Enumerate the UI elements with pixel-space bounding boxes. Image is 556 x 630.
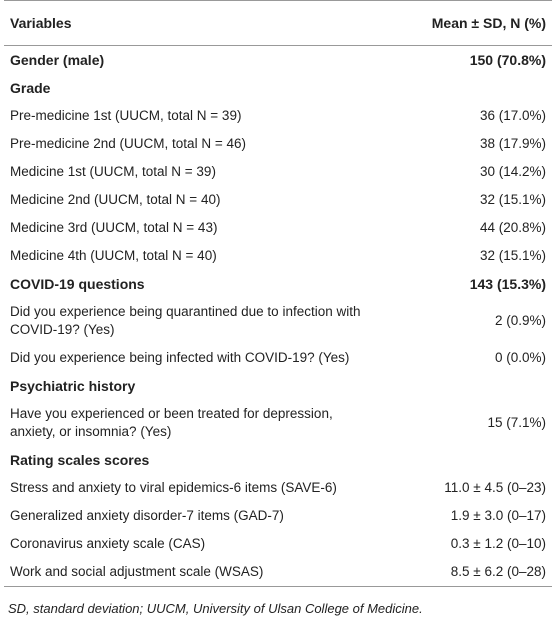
table-cell: 150 (70.8%)	[469, 52, 546, 68]
table-cell: COVID-19 questions	[10, 276, 145, 292]
table-row: Medicine 3rd (UUCM, total N = 43) 44 (20.…	[4, 214, 552, 242]
table-row: Pre-medicine 1st (UUCM, total N = 39) 36 …	[4, 102, 552, 130]
table-row: Pre-medicine 2nd (UUCM, total N = 46) 38 …	[4, 130, 552, 158]
header-row: Variables Mean ± SD, N (%)	[4, 0, 552, 46]
table-cell: Rating scales scores	[10, 452, 150, 468]
footnote: SD, standard deviation; UUCM, University…	[8, 601, 423, 616]
table-row: Medicine 1st (UUCM, total N = 39) 30 (14.…	[4, 158, 552, 186]
header-cell: Mean ± SD, N (%)	[386, 0, 552, 46]
table-row: Rating scales scores	[4, 446, 552, 474]
table-cell: 36 (17.0%)	[479, 108, 546, 123]
page: Variables Mean ± SD, N (%) Gender (male)…	[4, 0, 552, 616]
table-row: Did you experience being infected with C…	[4, 344, 552, 372]
table-cell: 11.0 ± 4.5 (0–23)	[444, 480, 546, 495]
data-table: Variables Mean ± SD, N (%) Gender (male)…	[4, 0, 552, 587]
table-row: Grade	[4, 74, 552, 102]
table-cell	[386, 372, 552, 400]
table-cell: Work and social adjustment scale (WSAS)	[10, 564, 264, 579]
table-cell	[386, 446, 552, 474]
table-row: Psychiatric history	[4, 372, 552, 400]
table-cell: 0 (0.0%)	[494, 350, 546, 365]
table-cell	[386, 74, 552, 102]
table-cell: Medicine 2nd (UUCM, total N = 40)	[10, 192, 221, 207]
table-row: Gender (male) 150 (70.8%)	[4, 46, 552, 75]
table-cell: Pre-medicine 1st (UUCM, total N = 39)	[10, 108, 242, 123]
table-row: Medicine 4th (UUCM, total N = 40) 32 (15.…	[4, 242, 552, 270]
table-cell: Generalized anxiety disorder-7 items (GA…	[10, 508, 284, 523]
table-cell: Stress and anxiety to viral epidemics-6 …	[10, 480, 337, 495]
table-cell: Pre-medicine 2nd (UUCM, total N = 46)	[10, 136, 246, 151]
table-cell: 32 (15.1%)	[479, 192, 546, 207]
table-row: Have you experienced or been treated for…	[4, 400, 552, 446]
table-cell: 143 (15.3%)	[469, 276, 546, 292]
table-cell: 30 (14.2%)	[479, 164, 546, 179]
table-cell: Have you experienced or been treated for…	[10, 406, 333, 439]
table-cell: Did you experience being quarantined due…	[10, 304, 361, 337]
table-cell: 2 (0.9%)	[494, 313, 546, 328]
table-cell: 38 (17.9%)	[479, 136, 546, 151]
table-row: Work and social adjustment scale (WSAS) 8…	[4, 558, 552, 587]
table-cell: Coronavirus anxiety scale (CAS)	[10, 536, 206, 551]
table-cell: 44 (20.8%)	[479, 220, 546, 235]
table-row: COVID-19 questions 143 (15.3%)	[4, 270, 552, 298]
table-body: Gender (male) 150 (70.8%) Grade Pre-medicin…	[4, 46, 552, 587]
table-row: Medicine 2nd (UUCM, total N = 40) 32 (15.…	[4, 186, 552, 214]
table-cell: Medicine 3rd (UUCM, total N = 43)	[10, 220, 218, 235]
table-cell: 0.3 ± 1.2 (0–10)	[450, 536, 546, 551]
table-cell: Medicine 4th (UUCM, total N = 40)	[10, 248, 217, 263]
table-row: Did you experience being quarantined due…	[4, 298, 552, 344]
table-cell: Grade	[10, 80, 51, 96]
table-cell: 8.5 ± 6.2 (0–28)	[450, 564, 546, 579]
table-row: Stress and anxiety to viral epidemics-6 …	[4, 474, 552, 502]
table-cell: Medicine 1st (UUCM, total N = 39)	[10, 164, 216, 179]
header-cell: Variables	[4, 0, 386, 46]
table-cell: 15 (7.1%)	[487, 415, 546, 430]
table-cell: Psychiatric history	[10, 378, 136, 394]
table-row: Generalized anxiety disorder-7 items (GA…	[4, 502, 552, 530]
table-cell: 1.9 ± 3.0 (0–17)	[450, 508, 546, 523]
table-cell: 32 (15.1%)	[479, 248, 546, 263]
table-cell: Gender (male)	[10, 52, 105, 68]
table-row: Coronavirus anxiety scale (CAS) 0.3 ± 1.2…	[4, 530, 552, 558]
table-cell: Did you experience being infected with C…	[10, 350, 350, 365]
